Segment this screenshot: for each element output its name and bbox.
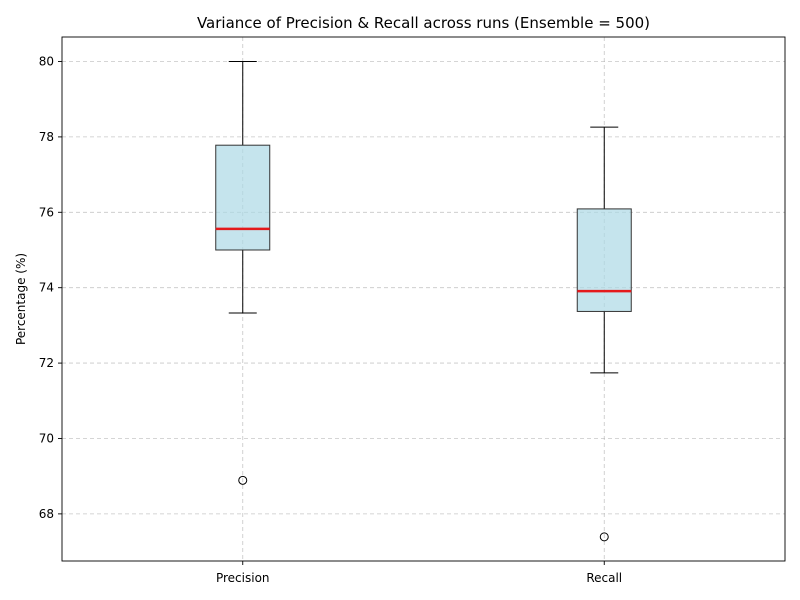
y-tick-label: 72	[39, 356, 54, 370]
y-tick-label: 76	[39, 205, 54, 219]
y-tick-label: 70	[39, 431, 54, 445]
box-layer	[215, 61, 632, 542]
box-precision	[215, 61, 271, 485]
outlier-point	[599, 532, 609, 542]
x-tick-label: Precision	[216, 571, 270, 585]
y-tick-label: 80	[39, 55, 54, 69]
y-axis-title: Percentage (%)	[14, 253, 28, 345]
tick-layer: 68 70 72 74 76 78 80 Precision Recall	[39, 55, 622, 585]
outlier-point	[238, 475, 248, 485]
grid-layer	[62, 37, 785, 561]
y-tick-label: 74	[39, 281, 54, 295]
iqr-box	[576, 208, 632, 312]
y-tick-label: 78	[39, 130, 54, 144]
x-tick-label: Recall	[586, 571, 622, 585]
y-tick-label: 68	[39, 507, 54, 521]
box-recall	[576, 126, 632, 542]
plot-area-frame	[61, 36, 786, 562]
iqr-box	[215, 144, 271, 251]
chart-title: Variance of Precision & Recall across ru…	[197, 14, 650, 32]
